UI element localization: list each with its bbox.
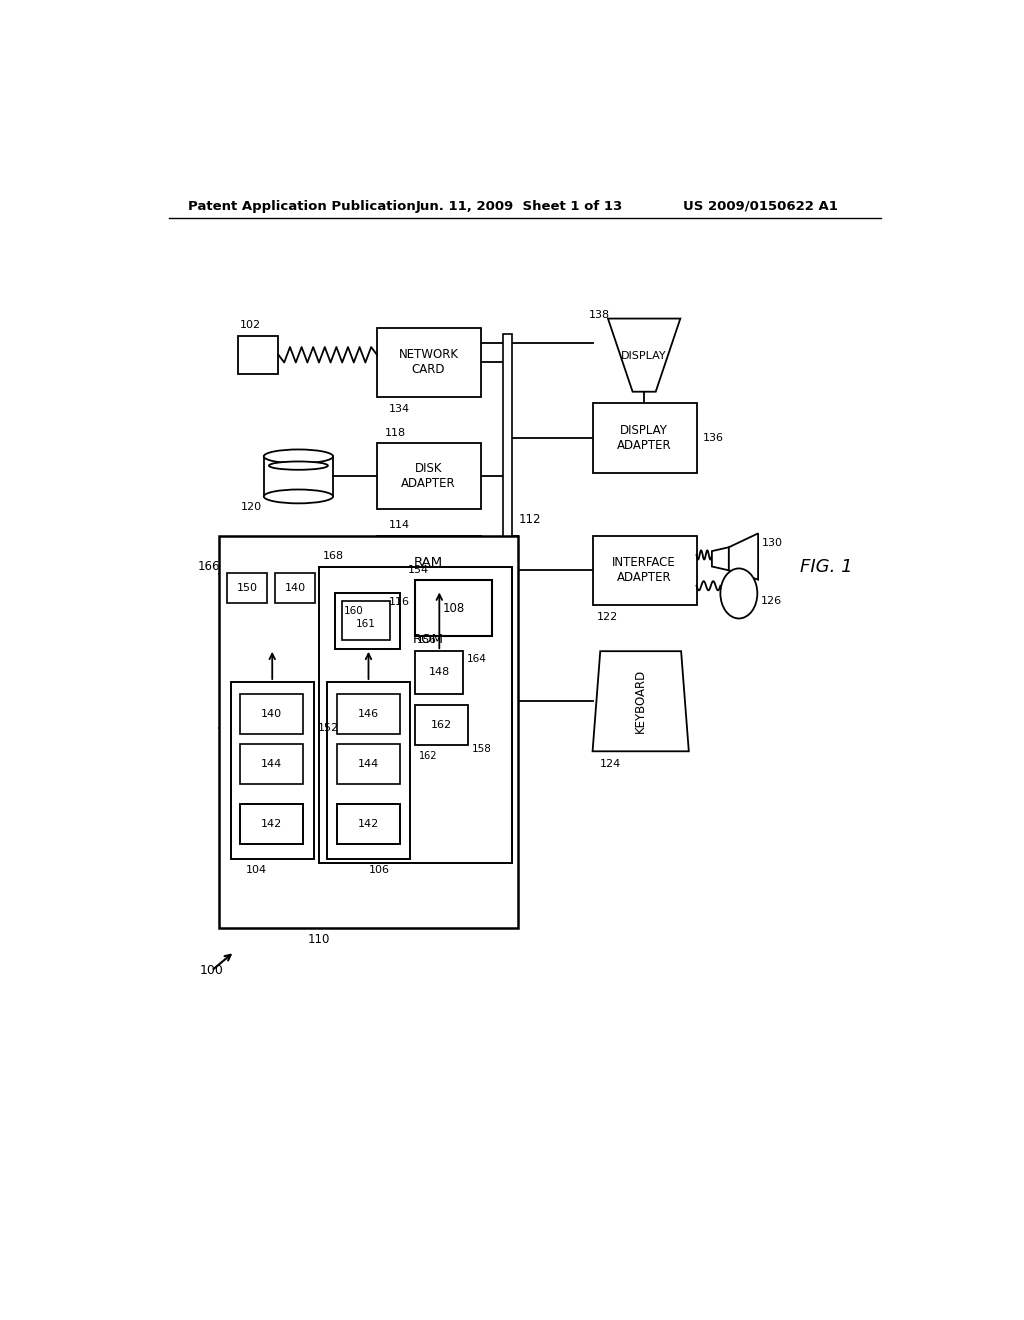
Text: 168: 168 bbox=[323, 550, 344, 561]
Bar bbox=[377, 327, 481, 397]
Text: RAM: RAM bbox=[414, 556, 443, 569]
Text: 120: 120 bbox=[241, 502, 262, 512]
Ellipse shape bbox=[264, 490, 333, 503]
Text: 100: 100 bbox=[200, 964, 223, 977]
Text: 130: 130 bbox=[762, 539, 783, 548]
Text: 140: 140 bbox=[285, 583, 306, 593]
Ellipse shape bbox=[264, 450, 333, 463]
Text: 142: 142 bbox=[261, 818, 282, 829]
Text: INTERFACE
ADAPTER: INTERFACE ADAPTER bbox=[612, 556, 676, 585]
Text: 134: 134 bbox=[388, 404, 410, 414]
Text: 138: 138 bbox=[589, 310, 610, 319]
Text: 148: 148 bbox=[429, 667, 450, 677]
Text: 124: 124 bbox=[600, 759, 622, 768]
Bar bbox=[219, 536, 518, 928]
Polygon shape bbox=[729, 533, 758, 579]
Text: DISK
ADAPTER: DISK ADAPTER bbox=[401, 462, 456, 490]
Bar bbox=[226, 573, 267, 603]
Bar bbox=[337, 804, 400, 843]
Text: 112: 112 bbox=[518, 513, 541, 527]
Text: 136: 136 bbox=[702, 433, 724, 444]
Text: ROM: ROM bbox=[413, 634, 444, 647]
Text: 142: 142 bbox=[357, 818, 379, 829]
Text: 150: 150 bbox=[237, 583, 257, 593]
Bar bbox=[319, 566, 512, 863]
Text: 146: 146 bbox=[358, 709, 379, 718]
Text: FIG. 1: FIG. 1 bbox=[801, 557, 853, 576]
Text: 164: 164 bbox=[467, 653, 487, 664]
Text: 122: 122 bbox=[596, 612, 617, 622]
Text: Jun. 11, 2009  Sheet 1 of 13: Jun. 11, 2009 Sheet 1 of 13 bbox=[416, 199, 623, 213]
Polygon shape bbox=[593, 651, 689, 751]
Bar bbox=[593, 404, 696, 473]
Bar bbox=[275, 573, 315, 603]
Bar bbox=[337, 693, 400, 734]
Text: NETWORK
CARD: NETWORK CARD bbox=[398, 348, 459, 376]
Text: 110: 110 bbox=[307, 933, 330, 946]
Text: 118: 118 bbox=[385, 428, 406, 437]
Polygon shape bbox=[712, 548, 729, 570]
Text: US 2009/0150622 A1: US 2009/0150622 A1 bbox=[683, 199, 839, 213]
Text: Patent Application Publication: Patent Application Publication bbox=[188, 199, 416, 213]
Text: 140: 140 bbox=[261, 709, 282, 718]
Text: 162: 162 bbox=[431, 721, 453, 730]
Bar bbox=[240, 804, 303, 843]
Bar bbox=[416, 651, 463, 693]
Bar bbox=[503, 334, 512, 829]
Bar bbox=[377, 536, 481, 590]
Text: DISPLAY: DISPLAY bbox=[622, 351, 667, 360]
Bar bbox=[327, 682, 410, 859]
Text: 116: 116 bbox=[388, 597, 410, 607]
Text: 106: 106 bbox=[370, 865, 390, 875]
Text: 144: 144 bbox=[261, 759, 282, 768]
Polygon shape bbox=[608, 318, 680, 392]
Bar bbox=[593, 536, 696, 605]
Bar bbox=[230, 682, 313, 859]
Text: 162: 162 bbox=[419, 751, 438, 760]
Text: 152: 152 bbox=[317, 723, 339, 733]
Text: 154: 154 bbox=[408, 565, 429, 574]
Bar bbox=[342, 601, 390, 640]
Text: 161: 161 bbox=[356, 619, 376, 630]
Text: 102: 102 bbox=[240, 319, 261, 330]
Bar bbox=[240, 743, 303, 784]
Bar bbox=[416, 705, 468, 744]
Bar bbox=[335, 594, 400, 649]
Bar bbox=[377, 444, 481, 508]
Ellipse shape bbox=[269, 462, 328, 470]
Text: 166: 166 bbox=[198, 560, 220, 573]
Ellipse shape bbox=[720, 569, 758, 619]
Bar bbox=[337, 743, 400, 784]
Text: KEYBOARD: KEYBOARD bbox=[634, 669, 647, 734]
Text: DISPLAY
ADAPTER: DISPLAY ADAPTER bbox=[616, 424, 672, 451]
Text: 114: 114 bbox=[388, 520, 410, 529]
Bar bbox=[239, 335, 279, 374]
Bar bbox=[377, 612, 481, 667]
Text: 158: 158 bbox=[472, 744, 492, 754]
Bar bbox=[416, 581, 493, 636]
Text: 156: 156 bbox=[417, 635, 437, 645]
Text: 160: 160 bbox=[344, 606, 364, 615]
Text: 144: 144 bbox=[357, 759, 379, 768]
Text: 104: 104 bbox=[246, 865, 267, 875]
Bar bbox=[240, 693, 303, 734]
Text: 108: 108 bbox=[442, 602, 465, 615]
Text: 126: 126 bbox=[761, 597, 781, 606]
